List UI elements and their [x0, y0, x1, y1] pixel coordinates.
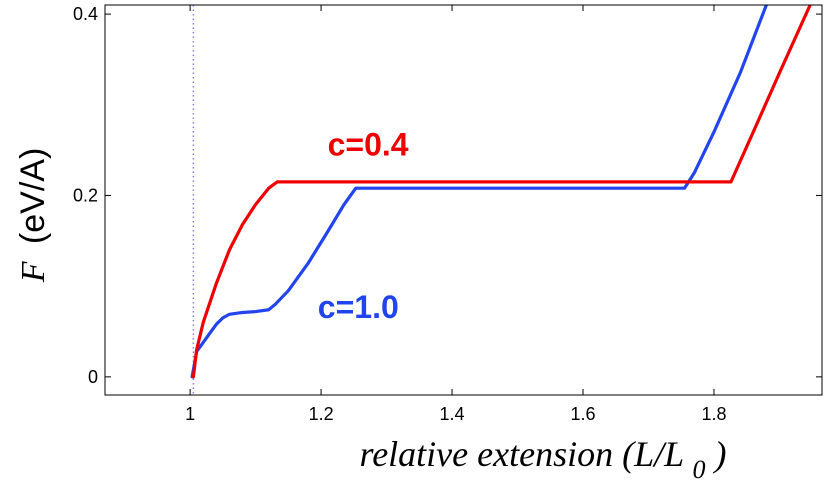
annotation-c04: c=0.4 [328, 127, 409, 163]
x-tick-label: 1.2 [309, 404, 334, 424]
x-tick-label: 1.8 [701, 404, 726, 424]
x-axis-label-subscript: 0 [692, 455, 705, 484]
annotation-c10: c=1.0 [318, 289, 399, 325]
x-tick-label: 1.6 [570, 404, 595, 424]
x-tick-label: 1.4 [440, 404, 465, 424]
series-line-c-0-4 [191, 5, 812, 379]
y-axis-label-unit: (eV/A) [14, 148, 52, 244]
plot-frame [104, 4, 823, 396]
y-axis-label: F (eV/A) [14, 148, 52, 284]
y-tick-label: 0.2 [73, 185, 98, 205]
y-axis-label-variable: F [15, 260, 52, 283]
x-axis-label-main: relative extension (L/L [360, 434, 684, 474]
y-tick-label: 0.4 [73, 4, 98, 24]
x-axis-label: relative extension (L/L 0 ) [360, 434, 727, 486]
x-tick-label: 1 [185, 404, 195, 424]
plot-area [105, 5, 822, 395]
y-tick-label: 0 [88, 367, 98, 387]
x-axis-label-close: ) [712, 434, 726, 474]
